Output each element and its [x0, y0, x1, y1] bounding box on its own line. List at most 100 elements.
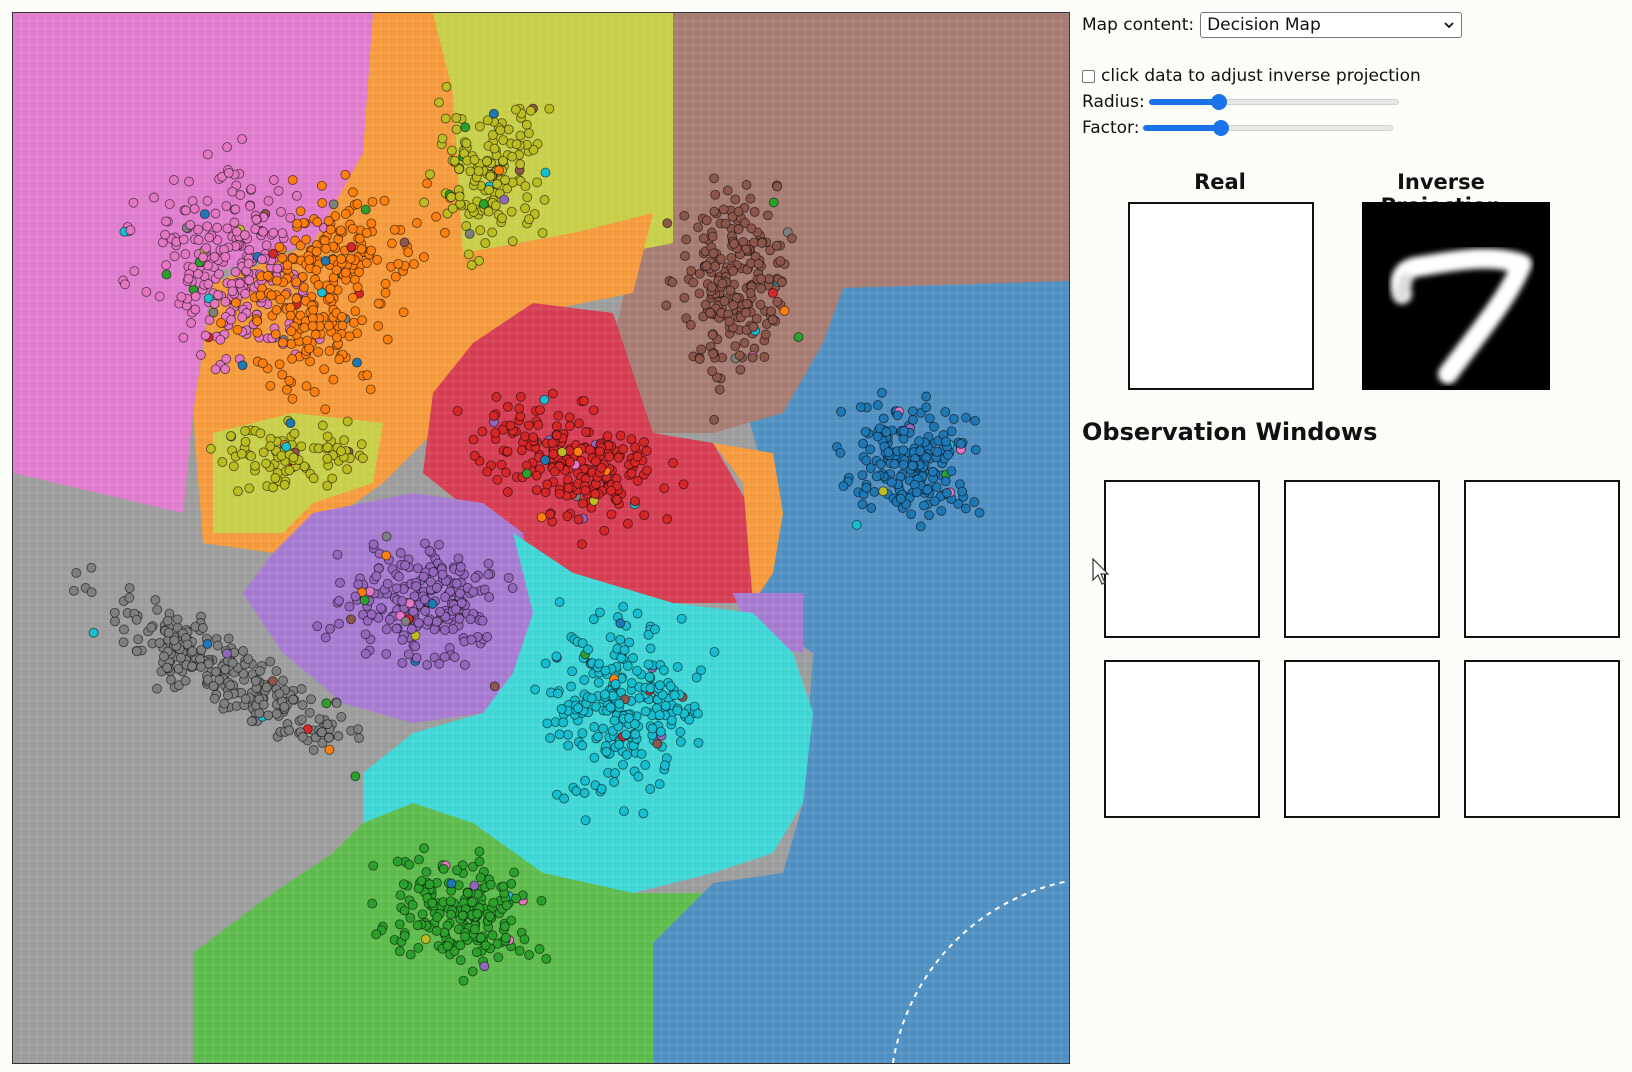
data-point[interactable] [857, 470, 868, 481]
data-point[interactable] [454, 613, 465, 624]
data-point[interactable] [696, 344, 707, 355]
data-point[interactable] [460, 931, 470, 942]
data-point[interactable] [352, 282, 363, 293]
data-point[interactable] [381, 531, 392, 542]
data-point[interactable] [337, 320, 348, 331]
data-point[interactable] [534, 944, 545, 954]
data-point[interactable] [265, 441, 276, 452]
data-point[interactable] [261, 458, 272, 469]
data-point[interactable] [547, 388, 558, 399]
data-point[interactable] [304, 255, 315, 266]
data-point[interactable] [180, 675, 191, 686]
data-point[interactable] [210, 208, 221, 219]
data-point[interactable] [878, 486, 889, 497]
data-point[interactable] [540, 658, 551, 669]
data-point[interactable] [547, 438, 558, 448]
data-point[interactable] [445, 896, 456, 907]
data-point[interactable] [632, 608, 643, 619]
data-point[interactable] [485, 911, 495, 922]
data-point[interactable] [969, 497, 980, 507]
data-point[interactable] [230, 266, 241, 277]
data-point[interactable] [705, 307, 716, 318]
data-point[interactable] [291, 293, 302, 304]
data-point[interactable] [291, 190, 302, 201]
data-point[interactable] [707, 231, 718, 242]
data-point[interactable] [416, 875, 427, 886]
data-point[interactable] [296, 684, 307, 694]
data-point[interactable] [580, 815, 591, 826]
data-point[interactable] [180, 249, 191, 260]
data-point[interactable] [237, 134, 248, 145]
data-point[interactable] [68, 585, 79, 596]
data-point[interactable] [441, 81, 452, 92]
data-point[interactable] [263, 195, 274, 206]
data-point[interactable] [193, 224, 204, 235]
data-point[interactable] [577, 539, 587, 550]
data-point[interactable] [921, 402, 932, 413]
data-point[interactable] [626, 434, 637, 445]
data-point[interactable] [120, 279, 130, 290]
data-point[interactable] [288, 694, 299, 705]
data-point[interactable] [618, 759, 628, 770]
data-point[interactable] [258, 447, 269, 458]
data-point[interactable] [431, 582, 442, 593]
data-point[interactable] [564, 412, 575, 423]
data-point[interactable] [212, 640, 223, 651]
data-point[interactable] [190, 304, 201, 315]
data-point[interactable] [643, 659, 654, 670]
data-point[interactable] [276, 450, 287, 461]
data-point[interactable] [898, 459, 909, 470]
data-point[interactable] [943, 449, 953, 460]
data-point[interactable] [454, 164, 465, 175]
data-point[interactable] [632, 665, 642, 676]
data-point[interactable] [282, 260, 293, 271]
data-point[interactable] [496, 459, 507, 470]
data-point[interactable] [735, 364, 746, 375]
data-point[interactable] [277, 228, 288, 239]
data-point[interactable] [257, 254, 267, 265]
data-point[interactable] [163, 627, 174, 638]
data-point[interactable] [403, 247, 414, 258]
data-point[interactable] [605, 702, 616, 713]
data-point[interactable] [729, 238, 740, 249]
data-point[interactable] [255, 290, 266, 301]
data-point[interactable] [196, 662, 207, 672]
data-point[interactable] [209, 693, 220, 704]
data-point[interactable] [368, 860, 379, 871]
data-point[interactable] [350, 771, 361, 782]
data-point[interactable] [632, 475, 643, 486]
data-point[interactable] [125, 225, 136, 236]
data-point[interactable] [472, 908, 483, 919]
data-point[interactable] [753, 258, 764, 269]
data-point[interactable] [741, 298, 752, 309]
data-point[interactable] [707, 329, 718, 340]
data-point[interactable] [419, 594, 430, 605]
data-point[interactable] [434, 658, 445, 669]
data-point[interactable] [418, 571, 429, 582]
data-point[interactable] [531, 470, 542, 481]
data-point[interactable] [347, 292, 358, 303]
data-point[interactable] [533, 420, 544, 431]
data-point[interactable] [262, 270, 273, 281]
data-point[interactable] [395, 890, 406, 901]
data-point[interactable] [239, 230, 250, 240]
data-point[interactable] [708, 348, 719, 359]
data-point[interactable] [672, 705, 683, 716]
data-point[interactable] [741, 179, 752, 190]
data-point[interactable] [313, 346, 324, 357]
data-point[interactable] [422, 659, 433, 670]
data-point[interactable] [556, 704, 567, 714]
data-point[interactable] [598, 723, 609, 734]
data-point[interactable] [360, 629, 371, 640]
data-point[interactable] [320, 404, 331, 415]
data-point[interactable] [589, 722, 600, 732]
data-point[interactable] [626, 678, 637, 688]
data-point[interactable] [255, 428, 266, 439]
data-point[interactable] [169, 251, 180, 262]
data-point[interactable] [357, 453, 368, 464]
data-point[interactable] [340, 267, 351, 278]
data-point[interactable] [639, 437, 649, 447]
data-point[interactable] [686, 265, 697, 276]
data-point[interactable] [333, 731, 344, 741]
data-point[interactable] [793, 332, 804, 343]
